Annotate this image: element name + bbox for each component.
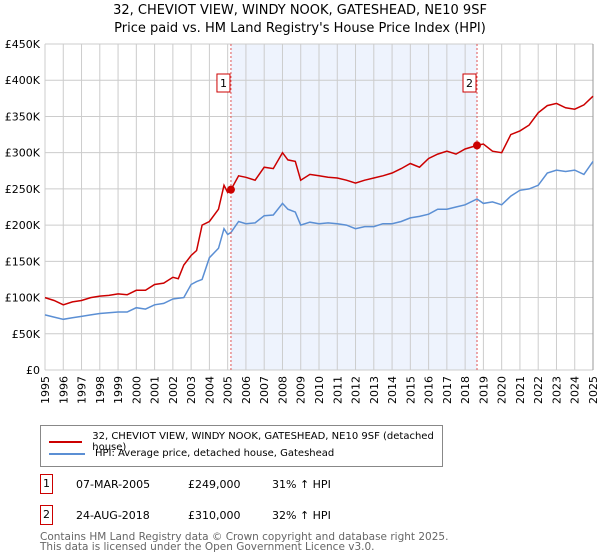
sale-hpi-change: 32% ↑ HPI bbox=[272, 508, 331, 522]
x-tick-label: 2010 bbox=[313, 376, 326, 404]
footer-copyright: Contains HM Land Registry data © Crown c… bbox=[40, 531, 449, 543]
x-tick-label: 2009 bbox=[295, 376, 308, 404]
y-tick-label: £50K bbox=[12, 328, 41, 341]
title-line-1: 32, CHEVIOT VIEW, WINDY NOOK, GATESHEAD,… bbox=[113, 3, 487, 18]
x-tick-label: 2024 bbox=[569, 376, 582, 404]
x-tick-label: 2002 bbox=[167, 376, 180, 404]
x-tick-label: 2025 bbox=[587, 376, 600, 404]
x-tick-label: 2006 bbox=[240, 376, 253, 404]
annotation-box bbox=[462, 73, 477, 93]
shaded-period bbox=[230, 44, 478, 370]
sale-row: 2 24-AUG-2018 £310,000 32% ↑ HPI bbox=[40, 505, 331, 525]
x-tick-label: 2016 bbox=[423, 376, 436, 404]
x-tick-label: 2012 bbox=[350, 376, 363, 404]
x-tick-label: 1995 bbox=[39, 376, 52, 404]
x-tick-label: 2003 bbox=[185, 376, 198, 404]
annotation-box bbox=[216, 73, 231, 93]
y-tick-label: £200K bbox=[5, 219, 41, 232]
x-tick-label: 2008 bbox=[276, 376, 289, 404]
annotation-label: 1 bbox=[220, 77, 227, 90]
x-tick-label: 2007 bbox=[258, 376, 271, 404]
series-line bbox=[44, 95, 594, 306]
sale-price: £249,000 bbox=[188, 477, 241, 491]
chart-title: 32, CHEVIOT VIEW, WINDY NOOK, GATESHEAD,… bbox=[0, 2, 600, 38]
y-tick-label: £400K bbox=[5, 74, 41, 87]
price-chart: £0 £50K £100K £150K £200K £250K £300K £350K £400… bbox=[5, 38, 600, 404]
x-tick-label: 1998 bbox=[94, 376, 107, 404]
x-tick-label: 2023 bbox=[550, 376, 563, 404]
annotation-label: 2 bbox=[466, 77, 473, 90]
y-tick-label: £0 bbox=[26, 364, 40, 377]
sale-point bbox=[473, 141, 482, 150]
x-tick-label: 2021 bbox=[514, 376, 527, 404]
legend: 32, CHEVIOT VIEW, WINDY NOOK, GATESHEAD,… bbox=[40, 425, 443, 467]
legend-label: HPI: Average price, detached house, Gate… bbox=[95, 448, 335, 459]
title-line-2: Price paid vs. HM Land Registry's House … bbox=[114, 21, 486, 36]
sale-date: 07-MAR-2005 bbox=[76, 477, 151, 491]
blue-line-swatch bbox=[49, 452, 85, 455]
x-tick-label: 2001 bbox=[149, 376, 162, 404]
footer-licence: This data is licensed under the Open Gov… bbox=[40, 541, 375, 553]
x-tick-label: 2014 bbox=[386, 376, 399, 404]
x-tick-label: 2019 bbox=[477, 376, 490, 404]
sale-price: £310,000 bbox=[188, 508, 241, 522]
series-line bbox=[44, 160, 594, 321]
x-tick-label: 2011 bbox=[331, 376, 344, 404]
sale-badge: 2 bbox=[40, 505, 53, 525]
x-tick-label: 2015 bbox=[404, 376, 417, 404]
x-tick-label: 2013 bbox=[368, 376, 381, 404]
sale-badge: 1 bbox=[40, 474, 53, 494]
y-tick-label: £350K bbox=[5, 110, 41, 123]
x-tick-label: 2004 bbox=[203, 376, 216, 404]
x-tick-label: 2017 bbox=[441, 376, 454, 404]
x-tick-label: 1996 bbox=[57, 376, 70, 404]
x-tick-label: 2018 bbox=[459, 376, 472, 404]
x-tick-label: 2000 bbox=[130, 376, 143, 404]
y-tick-label: £300K bbox=[5, 147, 41, 160]
sale-hpi-change: 31% ↑ HPI bbox=[272, 477, 331, 491]
legend-item-property: 32, CHEVIOT VIEW, WINDY NOOK, GATESHEAD,… bbox=[49, 431, 442, 453]
x-tick-label: 1999 bbox=[112, 376, 125, 404]
legend-item-hpi: HPI: Average price, detached house, Gate… bbox=[49, 448, 334, 459]
y-tick-label: £150K bbox=[5, 255, 41, 268]
footer: Contains HM Land Registry data © Crown c… bbox=[40, 531, 449, 553]
x-tick-label: 2022 bbox=[532, 376, 545, 404]
y-tick-label: £250K bbox=[5, 183, 41, 196]
y-tick-label: £100K bbox=[5, 292, 41, 305]
x-tick-label: 1997 bbox=[76, 376, 89, 404]
legend-label: 32, CHEVIOT VIEW, WINDY NOOK, GATESHEAD,… bbox=[92, 431, 434, 453]
y-tick-label: £450K bbox=[5, 38, 41, 51]
x-tick-label: 2020 bbox=[496, 376, 509, 404]
red-line-swatch bbox=[49, 441, 83, 443]
sale-row: 1 07-MAR-2005 £249,000 31% ↑ HPI bbox=[40, 474, 331, 494]
sale-date: 24-AUG-2018 bbox=[76, 508, 150, 522]
sale-point bbox=[226, 185, 235, 194]
x-tick-label: 2005 bbox=[222, 376, 235, 404]
